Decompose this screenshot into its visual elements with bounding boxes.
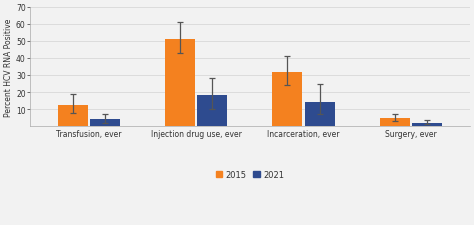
Legend: 2015, 2021: 2015, 2021 [212, 166, 288, 182]
Bar [412, 123, 442, 127]
Bar [58, 105, 88, 127]
Bar [90, 120, 120, 127]
Bar [197, 96, 228, 127]
Bar [273, 72, 302, 127]
Y-axis label: Percent HCV RNA Positive: Percent HCV RNA Positive [4, 18, 13, 116]
Bar [305, 103, 335, 127]
Bar [380, 118, 410, 127]
Bar [165, 40, 195, 127]
